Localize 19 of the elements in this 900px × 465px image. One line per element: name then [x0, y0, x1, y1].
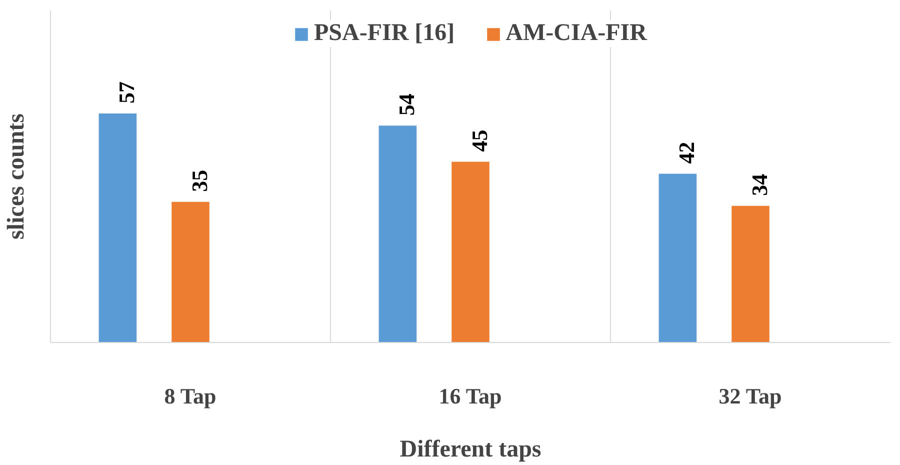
x-tick-label: 32 Tap: [718, 384, 782, 408]
data-label: 42: [674, 142, 700, 164]
data-label: 35: [187, 170, 212, 192]
bar: [378, 126, 417, 342]
legend-label: PSA-FIR [16]: [314, 20, 455, 47]
bar: [658, 174, 697, 342]
data-label: 54: [394, 94, 420, 116]
bar: [98, 114, 137, 342]
data-label: 57: [114, 82, 140, 104]
bar: [732, 206, 770, 342]
data-label: 45: [467, 130, 492, 152]
y-axis-title: slices counts: [4, 114, 30, 240]
x-axis-title: Different taps: [400, 436, 542, 462]
bar: [172, 202, 210, 342]
legend-label: AM-CIA-FIR: [506, 20, 647, 47]
data-label: 34: [747, 174, 772, 196]
x-tick-label: 16 Tap: [438, 384, 502, 408]
x-tick-label: 8 Tap: [164, 384, 216, 408]
bar: [452, 162, 490, 342]
